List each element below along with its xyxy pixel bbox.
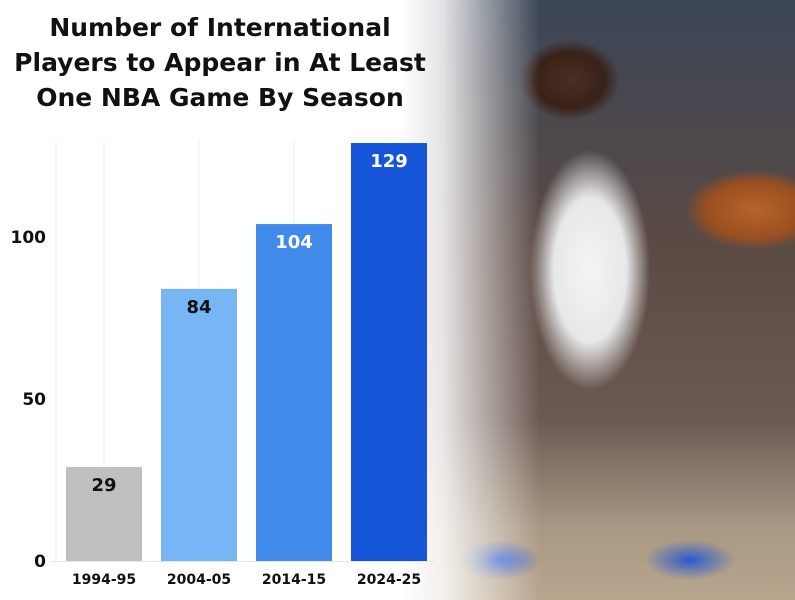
x-tick-label: 2004-05	[167, 572, 231, 588]
bar-2024-25	[351, 143, 427, 562]
bar-1994-95	[66, 467, 142, 561]
title-line: One NBA Game By Season	[36, 83, 404, 112]
y-tick-label: 50	[22, 390, 46, 410]
data-label: 129	[370, 151, 408, 172]
x-tick-label: 2014-15	[262, 572, 326, 588]
bar-chart: 0 50 100 29 1994-95 84 2004-05 104 2014-15 129 202…	[11, 141, 436, 588]
data-label: 104	[275, 232, 313, 253]
y-tick-label: 0	[34, 552, 46, 572]
data-label: 84	[186, 297, 211, 318]
title-line: Number of International	[49, 13, 391, 42]
title-line: Players to Appear in At Least	[14, 48, 426, 77]
x-tick-label: 1994-95	[72, 572, 136, 588]
x-tick-label: 2024-25	[357, 572, 421, 588]
chart-title: Number of International Players to Appea…	[0, 10, 440, 115]
bar-2004-05	[161, 288, 237, 561]
y-tick-label: 100	[11, 228, 47, 248]
data-label: 29	[91, 475, 116, 496]
bar-2014-15	[256, 224, 332, 562]
